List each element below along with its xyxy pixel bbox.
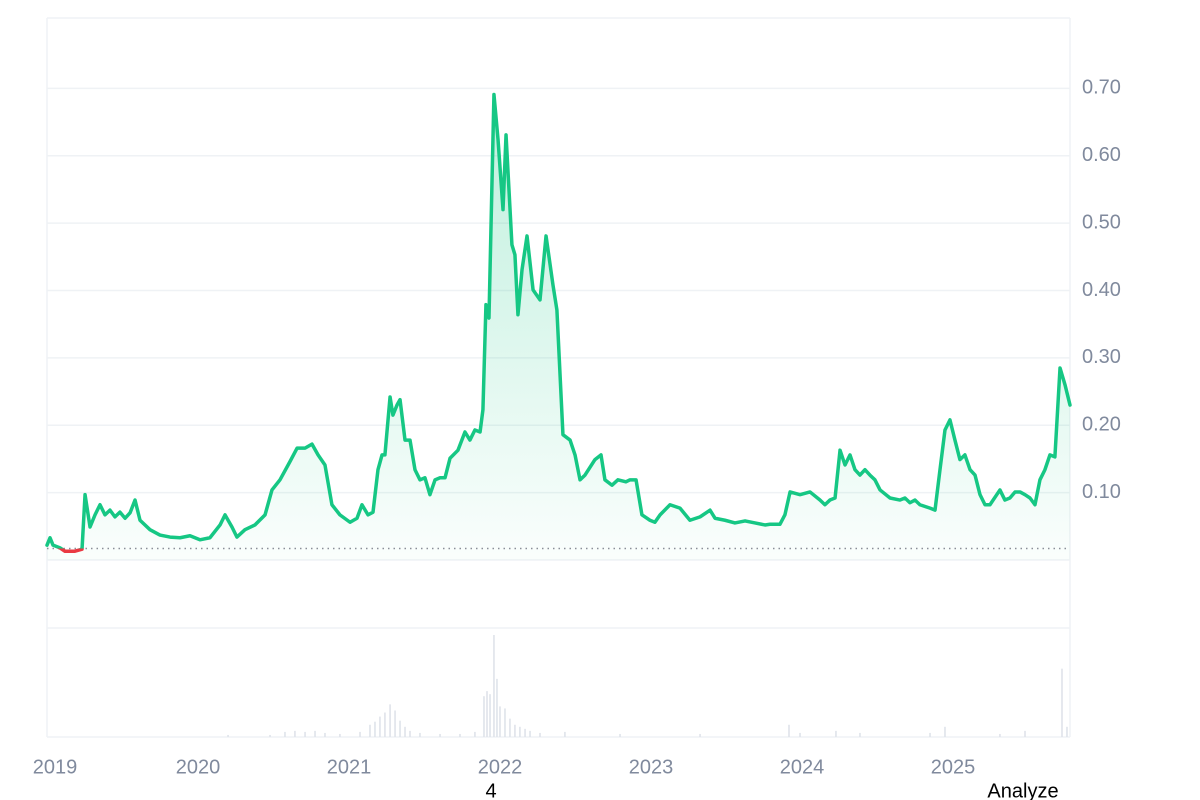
volume-bar: [499, 706, 501, 737]
volume-bar: [529, 730, 531, 737]
volume-bar: [929, 732, 931, 737]
volume-bar: [404, 726, 406, 737]
volume-bar: [294, 730, 296, 737]
y-tick-label: 0.40: [1082, 279, 1121, 301]
y-tick-label: 0.10: [1082, 481, 1121, 503]
y-tick-label: 0.50: [1082, 211, 1121, 233]
price-area: [47, 94, 1070, 560]
annotation: Analyze: [987, 780, 1058, 800]
volume-bar: [459, 733, 461, 737]
volume-bar: [486, 691, 488, 737]
x-tick-label: 2020: [176, 756, 221, 778]
volume-bar: [304, 731, 306, 737]
volume-bar: [496, 678, 498, 737]
x-tick-label: 2025: [931, 756, 976, 778]
y-tick-label: 0.30: [1082, 346, 1121, 368]
volume-bar: [324, 732, 326, 737]
volume-bar: [1061, 668, 1063, 737]
y-tick-label: 0.20: [1082, 414, 1121, 436]
volume-bar: [489, 694, 491, 737]
volume-bar: [699, 733, 701, 737]
volume-bar: [269, 734, 271, 737]
volume-bar: [519, 726, 521, 737]
volume-bar: [379, 716, 381, 737]
volume-bar: [409, 730, 411, 737]
volume-bar: [474, 731, 476, 737]
volume-bar: [394, 710, 396, 737]
volume-bar: [788, 724, 790, 737]
volume-bar: [539, 732, 541, 737]
volume-bar: [619, 733, 621, 737]
volume-bar: [389, 704, 391, 737]
volume-bar: [799, 732, 801, 737]
annotation: 4: [485, 780, 496, 800]
volume-bar: [999, 733, 1001, 737]
x-tick-label: 2023: [629, 756, 674, 778]
y-tick-label: 0.70: [1082, 77, 1121, 99]
volume-bar: [835, 730, 837, 737]
volume-bar: [419, 732, 421, 737]
volume-bar: [339, 733, 341, 737]
volume-bar: [369, 724, 371, 737]
volume-bar: [509, 718, 511, 737]
volume-bar: [314, 730, 316, 737]
volume-bar: [284, 731, 286, 737]
volume-bar: [439, 733, 441, 737]
volume-bar: [1024, 730, 1026, 737]
volume-bar: [374, 721, 376, 737]
x-tick-label: 2024: [780, 756, 825, 778]
x-tick-label: 2019: [33, 756, 78, 778]
volume-bar: [514, 724, 516, 737]
volume-bar: [944, 726, 946, 737]
x-tick-label: 2021: [327, 756, 372, 778]
volume-bar: [359, 731, 361, 737]
volume-bar: [564, 731, 566, 737]
volume-bar: [399, 720, 401, 737]
volume-bar: [493, 635, 495, 737]
y-tick-label: 0.60: [1082, 144, 1121, 166]
volume-bar: [483, 696, 485, 737]
volume-bar: [504, 708, 506, 737]
volume-bar: [1066, 726, 1068, 737]
x-tick-label: 2022: [478, 756, 523, 778]
volume-bar: [524, 728, 526, 737]
volume-bar: [384, 712, 386, 737]
price-line: [45, 92, 1072, 553]
volume-bar: [227, 734, 229, 737]
volume-bar: [859, 732, 861, 737]
